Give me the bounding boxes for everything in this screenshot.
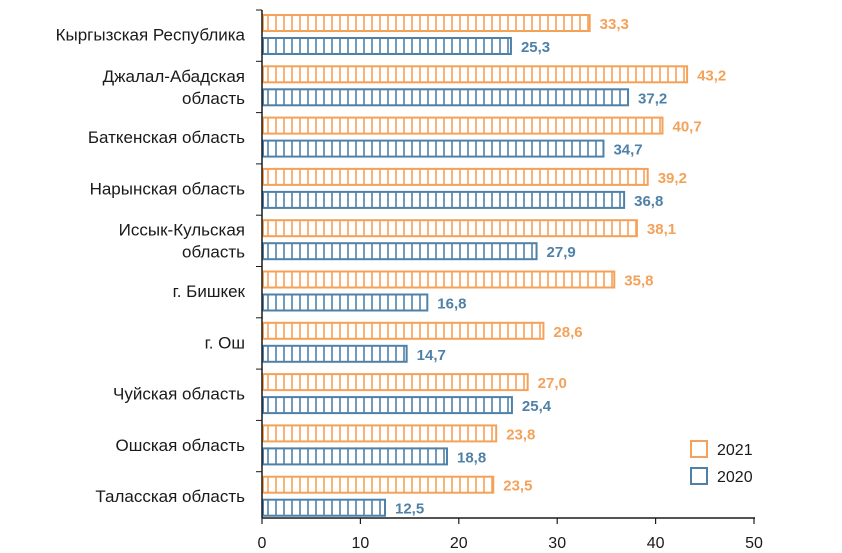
data-label-2020-8: 18,8 — [457, 449, 486, 466]
category-label: Чуйская область — [113, 385, 245, 404]
bars — [262, 14, 689, 517]
legend-label-2021: 2021 — [717, 442, 753, 459]
bar-2020-4 — [262, 242, 538, 261]
category-label: Баткенская область — [88, 128, 245, 147]
legend-swatch-2021 — [690, 440, 708, 458]
category-label: Кыргызская Республика — [56, 26, 246, 45]
bar-2020-7 — [262, 396, 513, 415]
data-label-2021-6: 28,6 — [553, 324, 582, 341]
bar-2020-8 — [262, 447, 448, 466]
bar-2021-5 — [262, 270, 616, 289]
bar-2021-3 — [262, 167, 649, 186]
data-label-2020-1: 37,2 — [638, 90, 667, 107]
data-label-2021-4: 38,1 — [647, 221, 676, 238]
data-label-2021-1: 43,2 — [697, 67, 726, 84]
data-label-2020-0: 25,3 — [521, 39, 550, 56]
x-tick-label: 20 — [450, 535, 468, 552]
data-label-2020-6: 14,7 — [417, 347, 446, 364]
bar-2021-6 — [262, 321, 545, 340]
x-tick-label: 50 — [745, 535, 763, 552]
value-labels: 33,3 43,2 40,7 39,2 38,1 35,8 28,6 27,0 23,8 23,5… — [395, 16, 726, 518]
bar-2021-1 — [262, 65, 689, 84]
bar-2020-5 — [262, 293, 429, 312]
bar-2020-3 — [262, 190, 626, 209]
x-tick-label: 10 — [352, 535, 370, 552]
bar-2020-2 — [262, 139, 605, 158]
bar-2020-9 — [262, 498, 386, 517]
data-label-2021-2: 40,7 — [672, 119, 701, 136]
data-label-2020-4: 27,9 — [547, 244, 576, 261]
data-label-2020-9: 12,5 — [395, 501, 424, 518]
data-label-2020-5: 16,8 — [437, 296, 466, 313]
bar-2020-1 — [262, 88, 630, 107]
bar-2021-8 — [262, 424, 498, 443]
data-label-2021-9: 23,5 — [503, 478, 532, 495]
legend-label-2020: 2020 — [717, 469, 753, 486]
data-label-2021-8: 23,8 — [506, 426, 535, 443]
category-label: Ошская область — [115, 436, 245, 455]
x-ticks: 0 10 20 30 40 50 — [258, 518, 763, 552]
data-label-2021-5: 35,8 — [624, 273, 653, 290]
x-tick-label: 0 — [258, 535, 267, 552]
x-tick-label: 30 — [548, 535, 566, 552]
axes — [256, 9, 755, 519]
data-label-2021-3: 39,2 — [658, 170, 687, 187]
data-label-2020-2: 34,7 — [613, 142, 642, 159]
bar-2020-0 — [262, 37, 512, 55]
data-label-2021-0: 33,3 — [600, 16, 629, 33]
category-label: Нарынская область — [90, 179, 246, 198]
bar-2021-4 — [262, 219, 638, 238]
category-label: г. Ош — [205, 333, 245, 352]
data-label-2021-7: 27,0 — [538, 375, 567, 392]
x-tick-label: 40 — [647, 535, 665, 552]
category-label: Таласская область — [95, 487, 245, 506]
data-label-2020-7: 25,4 — [522, 398, 552, 415]
bar-2021-2 — [262, 116, 664, 135]
category-label: Иссык-Кульская область — [119, 221, 245, 262]
bar-2021-7 — [262, 373, 529, 392]
legend-swatch-2020 — [690, 467, 708, 485]
legend: 2021 2020 — [690, 440, 753, 486]
category-labels: Кыргызская Республика Джалал-Абадская обла… — [56, 26, 246, 507]
data-label-2020-3: 36,8 — [634, 193, 663, 210]
bar-2021-9 — [262, 475, 495, 494]
bar-2020-6 — [262, 344, 408, 363]
category-label: г. Бишкек — [173, 282, 246, 301]
category-label: Джалал-Абадская область — [103, 67, 245, 108]
bar-2021-0 — [262, 14, 591, 32]
